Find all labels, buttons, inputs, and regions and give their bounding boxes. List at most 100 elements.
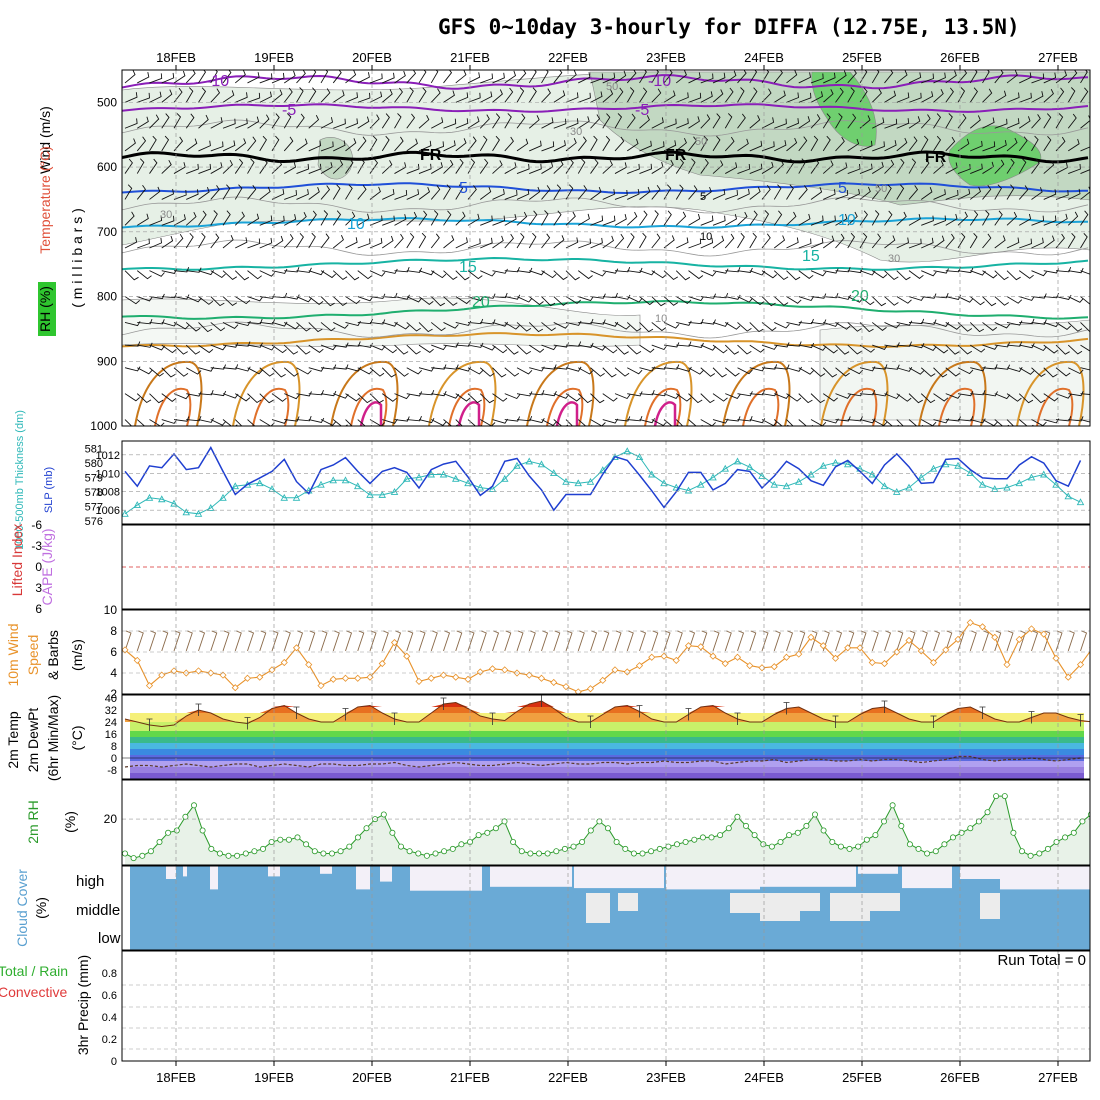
wind-barb [994,270,1009,281]
cloud-high-gap [902,866,952,889]
wind-barb [970,418,986,424]
wind-barb [1055,189,1069,200]
wind-barb [933,268,949,274]
wind-barb [859,115,871,129]
wind-barb [884,393,900,400]
date-label-top: 26FEB [940,50,980,65]
wind-barb [908,185,919,200]
wind-barb [149,114,160,129]
wind-barb [308,87,317,103]
wind-barb [406,344,421,355]
wind-barb [994,393,1011,400]
wind-barb [675,184,684,200]
temp-color-band [130,767,1084,773]
wind-barb [124,138,136,152]
wind-barb [786,341,802,347]
wind-barb [859,210,868,226]
wind-barb [210,364,227,370]
wind-barb [345,138,357,152]
thickness-point [537,460,546,468]
wind10-barb [467,630,475,652]
wind-barb [369,270,386,277]
wind-barb [185,138,198,152]
wind-barb [1043,367,1058,378]
temp-minmax-bar [195,703,202,716]
wind-barb [124,419,139,426]
wind-barb [431,117,444,129]
thickness-point [843,460,852,468]
temp-minmax-bar [979,706,986,719]
wind-barb [1093,211,1100,226]
wind10-speed-point [966,619,974,627]
wind-barb [1080,87,1089,103]
contour-label: 5 [838,180,847,197]
wind-barb [578,213,590,226]
rh2m-point [1001,793,1008,800]
wind-barb [541,296,556,307]
contour-label: -5 [635,102,649,119]
wind-barb [945,367,961,377]
wind-barb [835,87,844,103]
wind-barb [578,367,594,375]
thickness-point [954,461,962,469]
wind-barb [1043,160,1055,174]
wind-barb [455,158,464,174]
wind10-barb [173,630,181,652]
wind-barb [761,233,771,249]
wind-barb [124,211,135,226]
wind-barb [590,135,598,152]
wind-barb [1093,68,1100,83]
wind-barb [467,213,480,226]
wind-barb [430,88,441,103]
wind10-barb [884,630,892,652]
wind10-barb [651,630,659,652]
wind-barb [173,87,183,103]
thickness-point [819,461,828,469]
wind-barb [455,419,470,426]
rh2m-point [1036,850,1043,857]
wind-barb [639,140,652,152]
rh2m-point [510,839,517,846]
wind-barb [296,344,311,355]
thickness-point [941,460,950,468]
contour-label: -10 [648,73,671,90]
wind-barb [700,419,716,426]
wind-barb [259,186,271,200]
wind-barb [406,415,422,422]
wind-barb [161,393,177,402]
wind-barb [504,113,512,129]
wind-barb [406,367,423,375]
wind-barb [1080,232,1088,249]
wind-barb [994,118,1008,129]
contour-label: 15 [802,248,820,265]
wind-barb [982,88,993,103]
precip-ylabel-b: Convective [0,984,67,1000]
wind-barb [247,213,260,226]
wind-barb [847,138,860,152]
wind-barb [1080,210,1089,226]
wind10-speed-point [354,674,362,682]
thickness-point [525,457,534,465]
contour-bl-inner [840,387,878,426]
wind10-speed-point [452,673,460,681]
wind-barb [921,73,934,84]
wind-barb [320,185,331,200]
wind10-barb [798,630,806,652]
wind-barb [234,419,249,426]
contour-minus10 [122,74,1089,90]
wind-barb [296,189,309,200]
wind-barb [173,367,189,377]
rh2m-point [682,839,689,846]
wind-barb [847,232,856,249]
wind-barb [124,393,140,402]
wind-barb [847,344,862,355]
wind-barb [896,296,912,304]
wind-barb [896,341,912,347]
rh2m-ylabel-a: 2m RH [25,800,41,844]
wind-barb [161,72,175,84]
wind-barb [896,118,910,129]
wind-barb [749,322,764,333]
wind-barb [786,70,798,84]
wind-barb [320,70,329,84]
wind-barb [198,70,207,84]
